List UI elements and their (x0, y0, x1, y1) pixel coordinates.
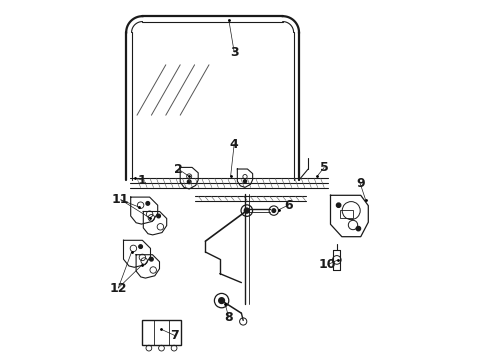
Circle shape (245, 208, 249, 213)
Circle shape (157, 214, 160, 218)
Text: 9: 9 (356, 177, 365, 190)
Circle shape (337, 203, 341, 207)
Text: 7: 7 (171, 329, 179, 342)
Circle shape (149, 257, 153, 261)
Text: 3: 3 (230, 46, 239, 59)
Text: 2: 2 (174, 163, 183, 176)
Text: 4: 4 (230, 138, 239, 150)
Text: 1: 1 (138, 174, 147, 186)
Circle shape (244, 180, 246, 183)
Circle shape (272, 209, 275, 212)
Text: 8: 8 (224, 311, 233, 324)
Text: 12: 12 (110, 282, 127, 294)
Circle shape (146, 202, 149, 205)
Circle shape (356, 226, 361, 231)
Circle shape (219, 298, 224, 303)
Text: 5: 5 (320, 161, 329, 174)
Bar (142, 320, 181, 345)
Text: 6: 6 (284, 199, 293, 212)
Text: 11: 11 (112, 193, 129, 206)
Bar (341, 210, 353, 218)
Circle shape (187, 180, 191, 184)
Text: 10: 10 (319, 258, 337, 271)
Circle shape (139, 245, 143, 248)
